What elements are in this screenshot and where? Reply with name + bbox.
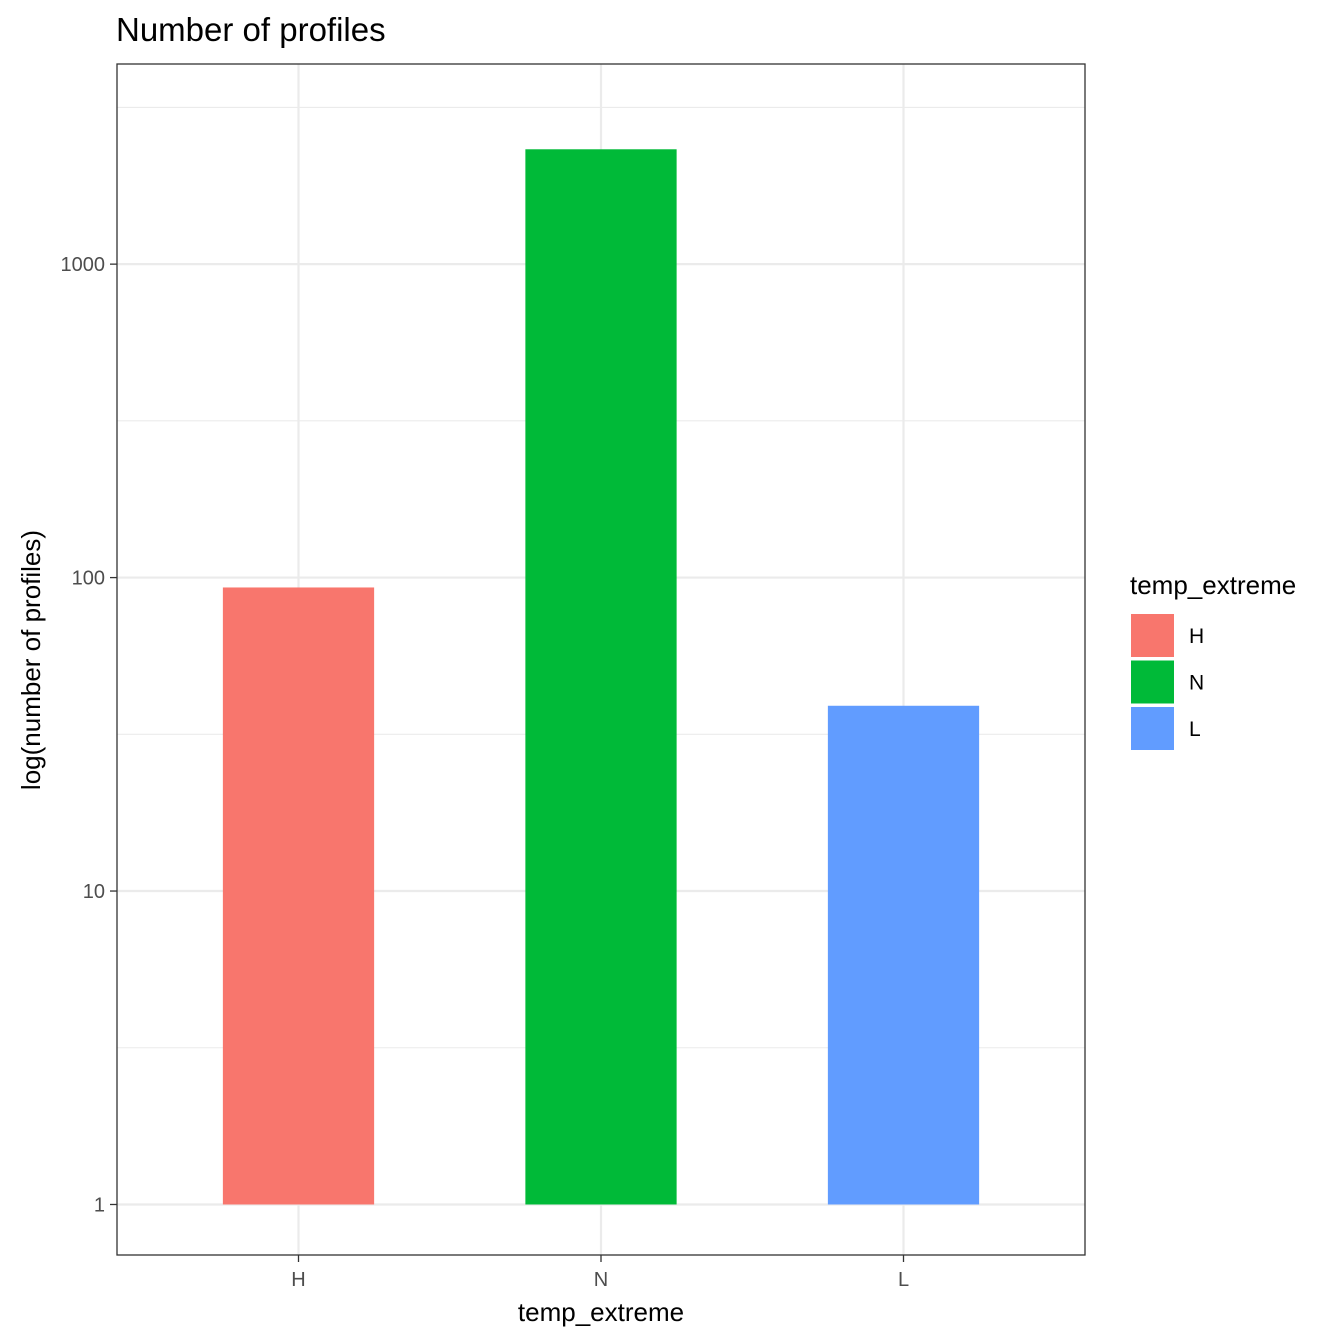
legend-swatch-N xyxy=(1131,660,1174,704)
legend-swatch-L xyxy=(1131,707,1174,750)
legend-label-H: H xyxy=(1189,625,1204,648)
y-tick-label: 1 xyxy=(94,1194,105,1216)
x-tick-label: N xyxy=(594,1269,608,1291)
bar-H xyxy=(222,587,375,1205)
y-axis-title: log(number of profiles) xyxy=(16,530,46,790)
y-tick-label: 100 xyxy=(72,568,105,590)
legend-label-L: L xyxy=(1189,718,1201,741)
y-axis: 1 10 100 1000 xyxy=(61,254,117,1216)
legend-label-N: N xyxy=(1189,672,1204,695)
bar-L xyxy=(827,705,980,1205)
bar-N xyxy=(525,149,677,1205)
x-axis-title: temp_extreme xyxy=(518,1297,684,1327)
x-tick-label: H xyxy=(291,1269,305,1291)
legend-title: temp_extreme xyxy=(1130,570,1296,600)
legend-swatch-H xyxy=(1131,614,1174,657)
legend: temp_extreme H NL xyxy=(1130,570,1296,750)
chart-title: Number of profiles xyxy=(116,11,386,48)
y-tick-label: 1000 xyxy=(61,254,106,276)
x-tick-label: L xyxy=(898,1269,909,1291)
bars xyxy=(222,149,980,1205)
y-tick-label: 10 xyxy=(83,881,105,903)
